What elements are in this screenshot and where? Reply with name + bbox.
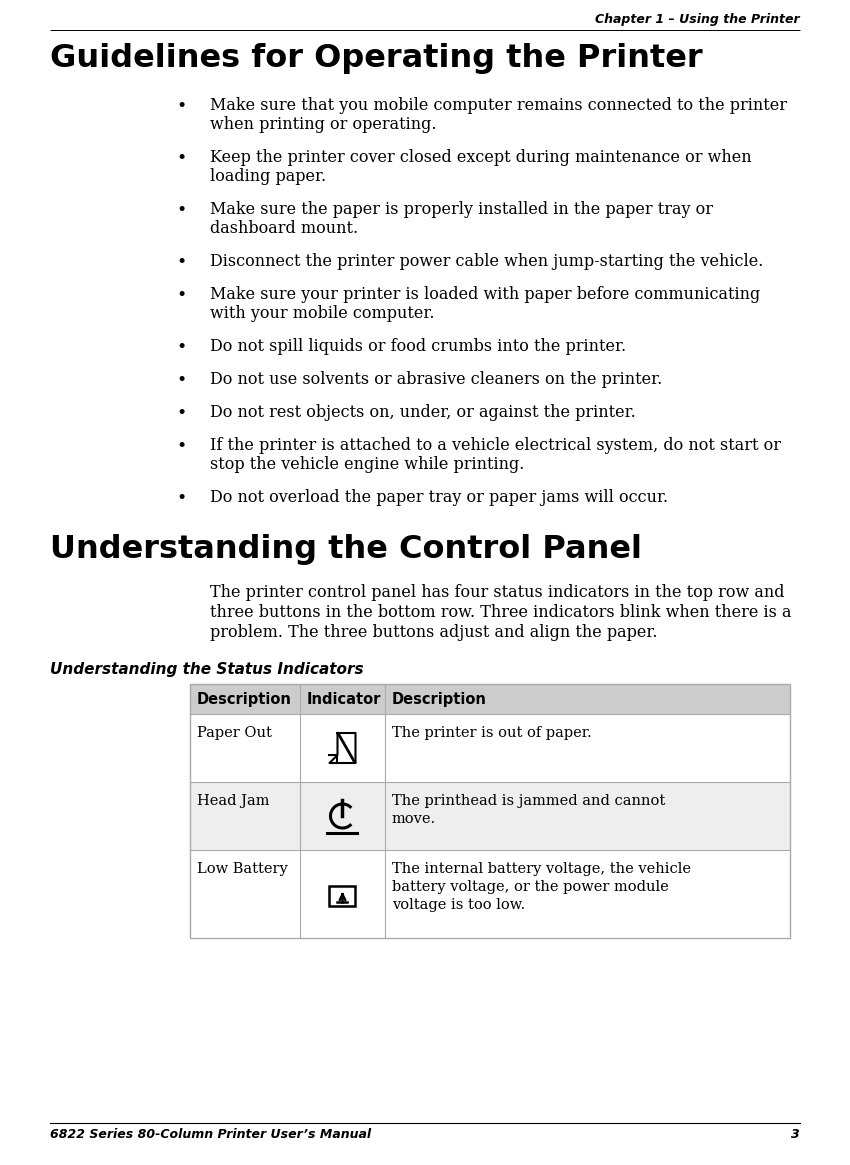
Text: problem. The three buttons adjust and align the paper.: problem. The three buttons adjust and al…: [210, 624, 658, 641]
Text: •: •: [177, 489, 187, 507]
Text: •: •: [177, 338, 187, 356]
Text: •: •: [177, 202, 187, 219]
Bar: [190, 782, 790, 850]
Text: Do not overload the paper tray or paper jams will occur.: Do not overload the paper tray or paper …: [210, 489, 668, 506]
Text: voltage is too low.: voltage is too low.: [392, 898, 525, 912]
Text: move.: move.: [392, 812, 436, 826]
Bar: [190, 684, 790, 714]
Text: Keep the printer cover closed except during maintenance or when: Keep the printer cover closed except dur…: [210, 149, 751, 165]
Text: when printing or operating.: when printing or operating.: [210, 116, 437, 133]
Text: •: •: [177, 437, 187, 456]
Text: Paper Out: Paper Out: [197, 726, 272, 740]
Text: The printer is out of paper.: The printer is out of paper.: [392, 726, 592, 740]
Text: Do not use solvents or abrasive cleaners on the printer.: Do not use solvents or abrasive cleaners…: [210, 370, 662, 388]
Text: •: •: [177, 97, 187, 115]
Bar: [330, 887, 355, 906]
Text: Understanding the Control Panel: Understanding the Control Panel: [50, 534, 642, 565]
Text: with your mobile computer.: with your mobile computer.: [210, 305, 434, 322]
Text: Description: Description: [392, 692, 487, 707]
Text: Indicator: Indicator: [307, 692, 382, 707]
Text: •: •: [177, 149, 187, 167]
Text: Description: Description: [197, 692, 292, 707]
Text: Disconnect the printer power cable when jump-starting the vehicle.: Disconnect the printer power cable when …: [210, 253, 763, 270]
Text: The internal battery voltage, the vehicle: The internal battery voltage, the vehicl…: [392, 862, 691, 876]
Text: loading paper.: loading paper.: [210, 168, 326, 185]
Text: •: •: [177, 404, 187, 422]
Text: Do not spill liquids or food crumbs into the printer.: Do not spill liquids or food crumbs into…: [210, 338, 626, 355]
Text: dashboard mount.: dashboard mount.: [210, 220, 358, 236]
Text: •: •: [177, 370, 187, 389]
Text: The printhead is jammed and cannot: The printhead is jammed and cannot: [392, 795, 666, 809]
Text: Understanding the Status Indicators: Understanding the Status Indicators: [50, 662, 364, 677]
Text: Chapter 1 – Using the Printer: Chapter 1 – Using the Printer: [595, 13, 800, 26]
Text: •: •: [177, 285, 187, 304]
Text: If the printer is attached to a vehicle electrical system, do not start or: If the printer is attached to a vehicle …: [210, 437, 781, 454]
Text: The printer control panel has four status indicators in the top row and: The printer control panel has four statu…: [210, 584, 785, 601]
Text: 6822 Series 80-Column Printer User’s Manual: 6822 Series 80-Column Printer User’s Man…: [50, 1128, 371, 1141]
Text: battery voltage, or the power module: battery voltage, or the power module: [392, 880, 669, 894]
Text: Head Jam: Head Jam: [197, 795, 269, 809]
Text: •: •: [177, 253, 187, 271]
Text: Make sure that you mobile computer remains connected to the printer: Make sure that you mobile computer remai…: [210, 97, 787, 114]
Text: 3: 3: [791, 1128, 800, 1141]
Bar: [190, 684, 790, 938]
Text: Make sure the paper is properly installed in the paper tray or: Make sure the paper is properly installe…: [210, 202, 713, 218]
Text: Low Battery: Low Battery: [197, 862, 288, 876]
Text: Make sure your printer is loaded with paper before communicating: Make sure your printer is loaded with pa…: [210, 285, 760, 303]
Bar: [190, 850, 790, 938]
Text: stop the vehicle engine while printing.: stop the vehicle engine while printing.: [210, 456, 524, 473]
Bar: [190, 714, 790, 782]
Text: Guidelines for Operating the Printer: Guidelines for Operating the Printer: [50, 43, 703, 75]
Text: three buttons in the bottom row. Three indicators blink when there is a: three buttons in the bottom row. Three i…: [210, 603, 791, 621]
Text: Do not rest objects on, under, or against the printer.: Do not rest objects on, under, or agains…: [210, 404, 636, 421]
